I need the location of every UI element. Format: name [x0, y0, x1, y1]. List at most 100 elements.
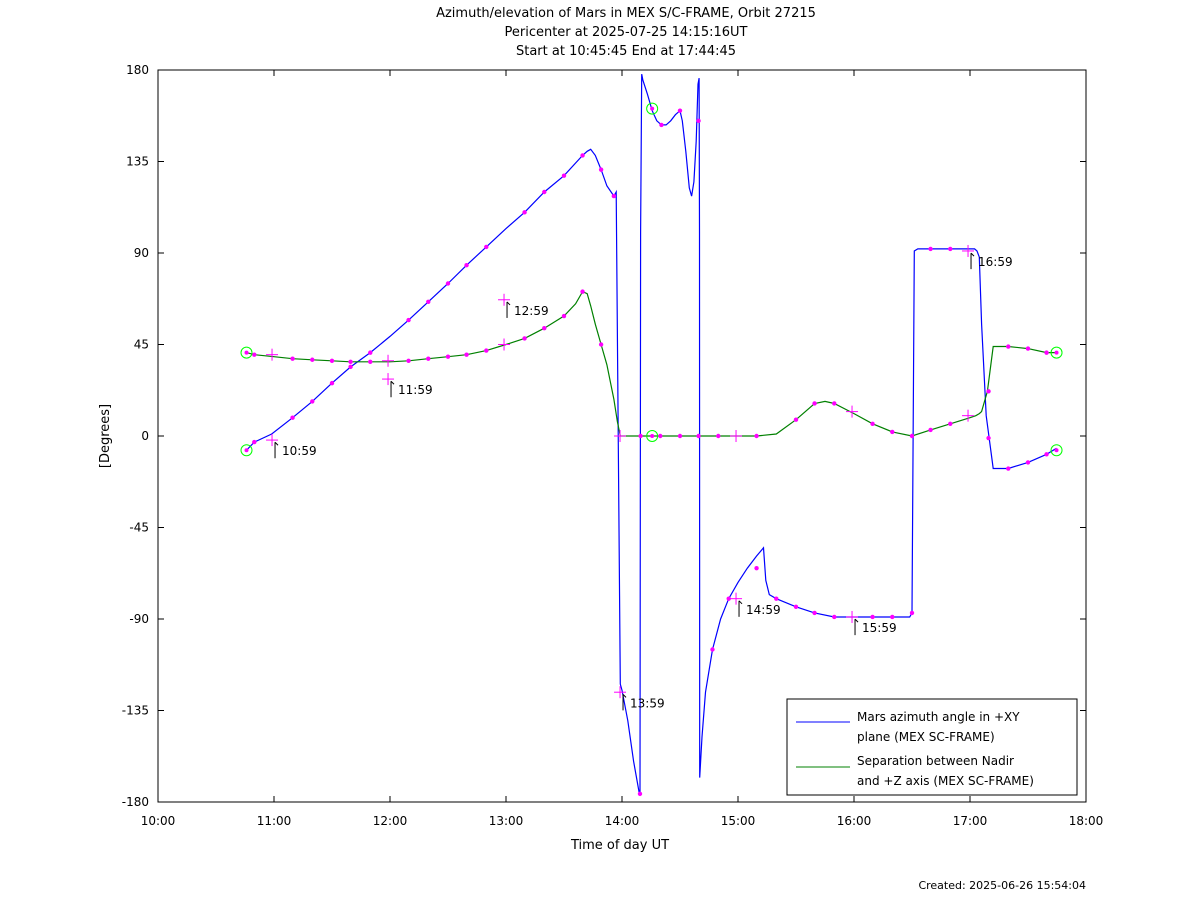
- data-point-separation: [1006, 344, 1011, 349]
- hour-cross-marker: [266, 434, 279, 447]
- data-point-separation: [542, 326, 547, 331]
- data-point-separation: [793, 417, 799, 422]
- data-point-separation: [928, 427, 933, 433]
- start-end-dot: [1054, 448, 1059, 453]
- time-annotation-label: 13:59: [630, 696, 665, 710]
- data-point-separation: [696, 433, 701, 439]
- data-point-separation: [658, 433, 663, 439]
- x-tick-label: 17:00: [953, 814, 988, 828]
- start-end-circle: [1050, 444, 1063, 457]
- data-point-azimuth: [909, 610, 915, 616]
- data-point-azimuth: [329, 380, 335, 386]
- start-end-dot: [650, 106, 655, 111]
- data-point-separation: [522, 336, 527, 341]
- time-annotation-label: 14:59: [746, 603, 781, 617]
- data-point-separation: [948, 421, 953, 426]
- data-point-separation: [754, 433, 759, 439]
- hour-cross-marker: [382, 354, 395, 367]
- y-tick-label: -180: [122, 795, 149, 809]
- series-line-separation: [246, 290, 1057, 437]
- legend-label-separation-1: Separation between Nadir: [857, 754, 1014, 768]
- data-point-azimuth: [406, 317, 411, 323]
- time-annotation: 11:59: [390, 380, 433, 398]
- data-point-azimuth: [948, 246, 953, 252]
- title-line-2: Pericenter at 2025-07-25 14:15:16UT: [504, 25, 747, 40]
- data-point-separation: [484, 348, 489, 353]
- data-point-separation: [870, 421, 875, 426]
- chart-title: Azimuth/elevation of Mars in MEX S/C-FRA…: [436, 6, 816, 59]
- y-tick-label: 45: [134, 338, 149, 352]
- data-point-azimuth: [348, 364, 353, 370]
- start-end-circle: [646, 430, 659, 442]
- data-point-azimuth: [696, 118, 701, 124]
- data-point-separation: [445, 354, 451, 359]
- time-annotation-label: 10:59: [282, 444, 317, 458]
- data-point-azimuth: [464, 263, 469, 268]
- marker-layer: [240, 102, 1063, 797]
- data-point-azimuth: [252, 439, 257, 445]
- start-end-dot: [1054, 350, 1059, 355]
- hour-cross-marker: [730, 592, 743, 605]
- data-point-azimuth: [580, 153, 585, 158]
- data-point-separation: [561, 313, 567, 319]
- time-annotation-label: 12:59: [514, 304, 549, 318]
- data-point-azimuth: [832, 614, 837, 620]
- x-axis-label: Time of day UT: [570, 838, 669, 853]
- hour-cross-marker: [382, 373, 395, 386]
- x-tick-label: 10:00: [141, 814, 176, 828]
- data-point-azimuth: [368, 350, 373, 355]
- data-point-separation: [464, 352, 469, 357]
- x-tick-label: 16:00: [837, 814, 872, 828]
- hour-cross-marker: [498, 293, 511, 306]
- x-tick-label: 14:00: [605, 814, 640, 828]
- x-tick-label: 13:00: [489, 814, 524, 828]
- data-point-azimuth: [928, 246, 933, 252]
- data-point-azimuth: [890, 614, 895, 620]
- data-point-azimuth: [793, 604, 799, 609]
- hour-cross-marker: [730, 430, 743, 442]
- data-point-azimuth: [426, 299, 431, 304]
- start-end-dot: [244, 448, 249, 453]
- time-annotation: 15:59: [854, 618, 897, 636]
- legend-label-azimuth-2: plane (MEX SC-FRAME): [857, 730, 995, 744]
- data-point-azimuth: [726, 596, 731, 601]
- data-point-separation: [677, 433, 683, 439]
- data-point-separation: [909, 433, 915, 439]
- x-tick-label: 15:00: [721, 814, 756, 828]
- data-point-azimuth: [445, 281, 451, 286]
- hour-cross-marker: [962, 409, 975, 422]
- data-point-separation: [368, 359, 373, 364]
- data-point-azimuth: [812, 610, 817, 616]
- time-annotation-label: 15:59: [862, 621, 897, 635]
- hour-cross-marker: [846, 405, 859, 418]
- legend-label-azimuth-1: Mars azimuth angle in +XY: [857, 710, 1020, 724]
- data-point-azimuth: [598, 167, 604, 172]
- start-end-circle: [240, 346, 253, 359]
- data-point-separation: [580, 289, 585, 294]
- hour-cross-marker: [614, 430, 627, 442]
- hour-cross-marker: [266, 348, 279, 361]
- data-point-separation: [1025, 346, 1031, 351]
- data-point-separation: [716, 433, 721, 439]
- data-point-separation: [638, 433, 643, 439]
- data-point-separation: [598, 342, 604, 347]
- data-point-separation: [832, 401, 837, 406]
- start-end-dot: [244, 350, 249, 355]
- created-timestamp: Created: 2025-06-26 15:54:04: [918, 879, 1086, 892]
- y-tick-label: 0: [141, 429, 149, 443]
- annotation-layer: 10:59 11:59 12:59 13:59 14:59 15:59 16:59: [274, 252, 1013, 711]
- start-end-circle: [646, 102, 659, 115]
- hour-cross-marker: [962, 244, 975, 257]
- data-point-azimuth: [542, 189, 547, 195]
- y-tick-label: 90: [134, 246, 149, 260]
- legend: Mars azimuth angle in +XY plane (MEX SC-…: [786, 698, 1078, 796]
- x-tick-label: 18:00: [1069, 814, 1104, 828]
- legend-label-separation-2: and +Z axis (MEX SC-FRAME): [857, 774, 1034, 788]
- series-layer: [246, 73, 1057, 795]
- data-point-azimuth: [310, 399, 315, 404]
- time-annotation: 14:59: [738, 600, 781, 617]
- legend-box: [786, 698, 1078, 796]
- data-point-separation: [1044, 350, 1049, 355]
- data-point-separation: [348, 359, 353, 364]
